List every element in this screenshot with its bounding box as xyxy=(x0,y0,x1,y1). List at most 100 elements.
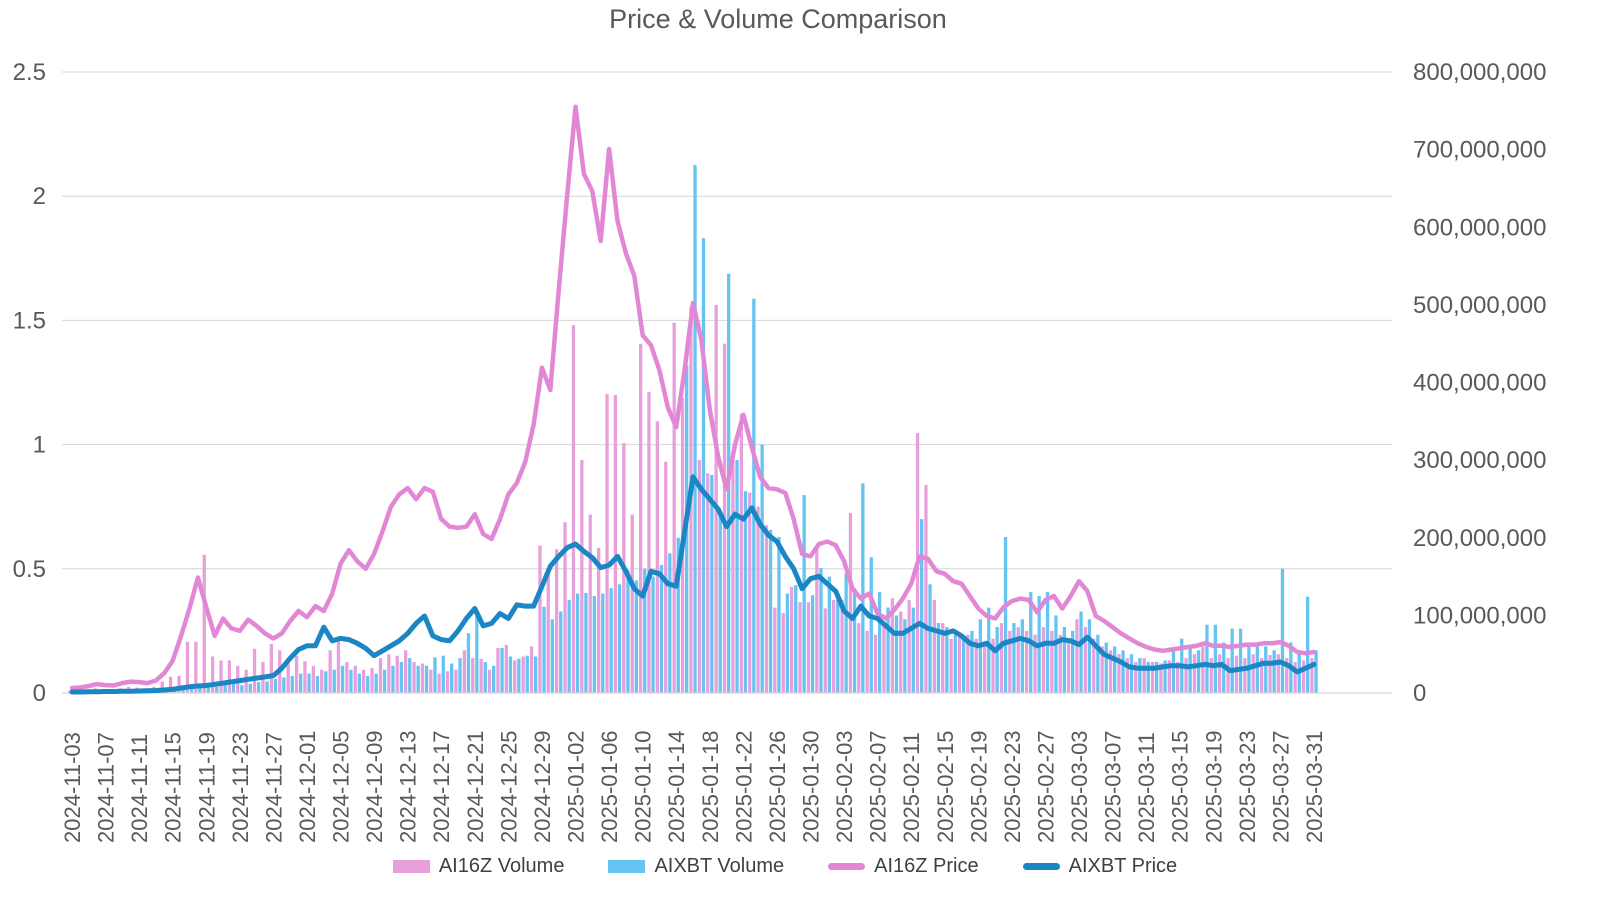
ai16z-volume-bar xyxy=(1016,627,1020,693)
x-axis-label: 2024-12-21 xyxy=(463,730,488,843)
y-axis-right-label: 500,000,000 xyxy=(1413,292,1546,319)
ai16z-volume-bar xyxy=(211,656,215,693)
aixbt-volume-bar xyxy=(282,677,286,693)
y-axis-right-label: 700,000,000 xyxy=(1413,137,1546,164)
aixbt-volume-bar xyxy=(231,683,236,693)
ai16z-volume-bar xyxy=(924,485,928,693)
ai16z-volume-bar xyxy=(739,413,743,693)
ai16z-volume-bar xyxy=(932,599,936,693)
aixbt-volume-bar xyxy=(382,669,387,693)
chart-legend: AI16Z Volume AIXBT Volume AI16Z Price AIXBT… xyxy=(0,855,1570,878)
ai16z-volume-bar xyxy=(1184,658,1188,693)
ai16z-volume-bar xyxy=(521,656,525,693)
aixbt-volume-bar xyxy=(819,568,823,693)
aixbt-volume-bar xyxy=(1155,662,1159,693)
aixbt-volume-bar xyxy=(827,576,831,693)
x-axis-label: 2025-01-22 xyxy=(731,730,756,843)
x-axis-label: 2024-12-05 xyxy=(329,730,354,843)
aixbt-volume-bar xyxy=(718,514,722,693)
ai16z-volume-bar xyxy=(1167,660,1171,693)
y-axis-right-label: 600,000,000 xyxy=(1413,214,1546,241)
ai16z-volume-bar xyxy=(639,343,643,693)
x-axis-label: 2024-12-01 xyxy=(295,730,320,843)
ai16z-volume-bar xyxy=(387,654,391,693)
aixbt-volume-bar xyxy=(1196,650,1201,693)
aixbt-volume-bar xyxy=(1280,568,1285,693)
ai16z-volume-bar xyxy=(815,548,819,693)
ai16z-volume-bar xyxy=(907,599,911,693)
ai16z-volume-bar xyxy=(731,452,735,693)
aixbt-volume-bar xyxy=(794,585,798,693)
ai16z-volume-bar xyxy=(1075,619,1079,693)
aixbt-volume-bar xyxy=(534,656,538,693)
ai16z-volume-bar xyxy=(1066,638,1071,693)
ai16z-volume-bar xyxy=(185,641,190,693)
x-axis-label: 2025-03-31 xyxy=(1302,730,1327,843)
ai16z-volume-bar xyxy=(1301,660,1306,693)
y-axis-right-label: 400,000,000 xyxy=(1413,370,1546,397)
x-axis-label: 2025-01-02 xyxy=(564,730,589,843)
bar-swatch-icon xyxy=(608,860,646,873)
ai16z-volume-bar xyxy=(630,514,634,693)
ai16z-volume-bar xyxy=(1117,654,1121,693)
ai16z-volume-bar xyxy=(1251,654,1255,693)
aixbt-volume-bar xyxy=(768,530,773,693)
aixbt-volume-bar xyxy=(433,657,437,693)
aixbt-volume-bar xyxy=(760,444,764,693)
x-axis-label: 2025-03-11 xyxy=(1134,732,1159,843)
line-swatch-icon xyxy=(1022,863,1060,870)
aixbt-volume-bar xyxy=(273,679,278,693)
ai16z-volume-bar xyxy=(311,665,315,693)
aixbt-volume-bar xyxy=(609,588,613,693)
ai16z-volume-bar xyxy=(773,607,777,693)
aixbt-volume-bar xyxy=(584,592,588,693)
ai16z-volume-bar xyxy=(395,655,399,693)
aixbt-volume-bar xyxy=(206,686,210,693)
legend-label: AIXBT Price xyxy=(1068,855,1178,877)
y-axis-left-label: 2 xyxy=(33,183,46,210)
aixbt-volume-bar xyxy=(1104,642,1108,693)
ai16z-volume-bar xyxy=(370,668,374,693)
x-axis-label: 2025-03-07 xyxy=(1101,730,1126,843)
legend-item-ai16z-volume: AI16Z Volume xyxy=(392,855,564,878)
ai16z-volume-bar xyxy=(781,613,785,693)
aixbt-volume-bar xyxy=(466,633,471,693)
aixbt-volume-bar xyxy=(1146,662,1150,693)
ai16z-volume-bar xyxy=(320,669,324,693)
ai16z-volume-bar xyxy=(420,663,425,693)
ai16z-volume-bar xyxy=(169,676,173,693)
x-axis-label: 2025-02-19 xyxy=(966,730,991,843)
ai16z-volume-bar xyxy=(1025,630,1029,693)
ai16z-volume-bar xyxy=(294,655,299,693)
ai16z-volume-bar xyxy=(580,460,584,693)
aixbt-volume-bar xyxy=(483,662,487,693)
aixbt-volume-bar xyxy=(366,675,370,693)
aixbt-volume-bar xyxy=(1062,627,1066,693)
ai16z-volume-bar xyxy=(848,512,853,693)
aixbt-volume-bar xyxy=(257,682,261,693)
y-axis-left-label: 0 xyxy=(33,680,46,707)
ai16z-volume-bar xyxy=(605,394,609,693)
ai16z-volume-bar xyxy=(286,658,290,693)
ai16z-volume-bar xyxy=(496,648,500,693)
ai16z-volume-bar xyxy=(1226,658,1230,693)
aixbt-volume-bar xyxy=(676,537,680,694)
ai16z-volume-bar xyxy=(857,623,861,693)
ai16z-volume-bar xyxy=(697,460,701,693)
ai16z-volume-bar xyxy=(571,325,576,693)
aixbt-volume-bar xyxy=(1113,646,1117,693)
ai16z-volume-bar xyxy=(445,671,450,693)
aixbt-volume-bar xyxy=(592,596,596,693)
legend-label: AIXBT Volume xyxy=(654,855,785,877)
aixbt-volume-bar xyxy=(324,671,328,693)
aixbt-volume-bar xyxy=(1171,650,1176,693)
aixbt-volume-bar xyxy=(1188,646,1192,693)
aixbt-volume-bar xyxy=(1213,624,1217,693)
x-axis-label: 2024-11-27 xyxy=(261,732,286,843)
x-axis-label: 2024-12-29 xyxy=(530,730,555,843)
ai16z-volume-bar xyxy=(504,644,508,693)
ai16z-volume-bar xyxy=(597,547,601,693)
aixbt-volume-bar xyxy=(836,599,840,693)
ai16z-volume-bar xyxy=(269,644,273,693)
